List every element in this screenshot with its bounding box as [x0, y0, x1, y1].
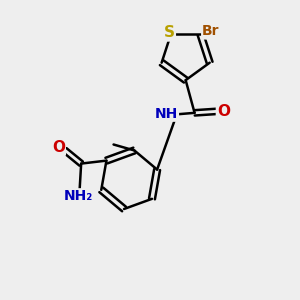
Text: NH₂: NH₂ — [64, 189, 93, 203]
Text: O: O — [52, 140, 65, 155]
Text: S: S — [164, 26, 175, 40]
Text: Br: Br — [202, 25, 220, 38]
Text: NH: NH — [155, 107, 178, 121]
Text: O: O — [217, 104, 230, 119]
